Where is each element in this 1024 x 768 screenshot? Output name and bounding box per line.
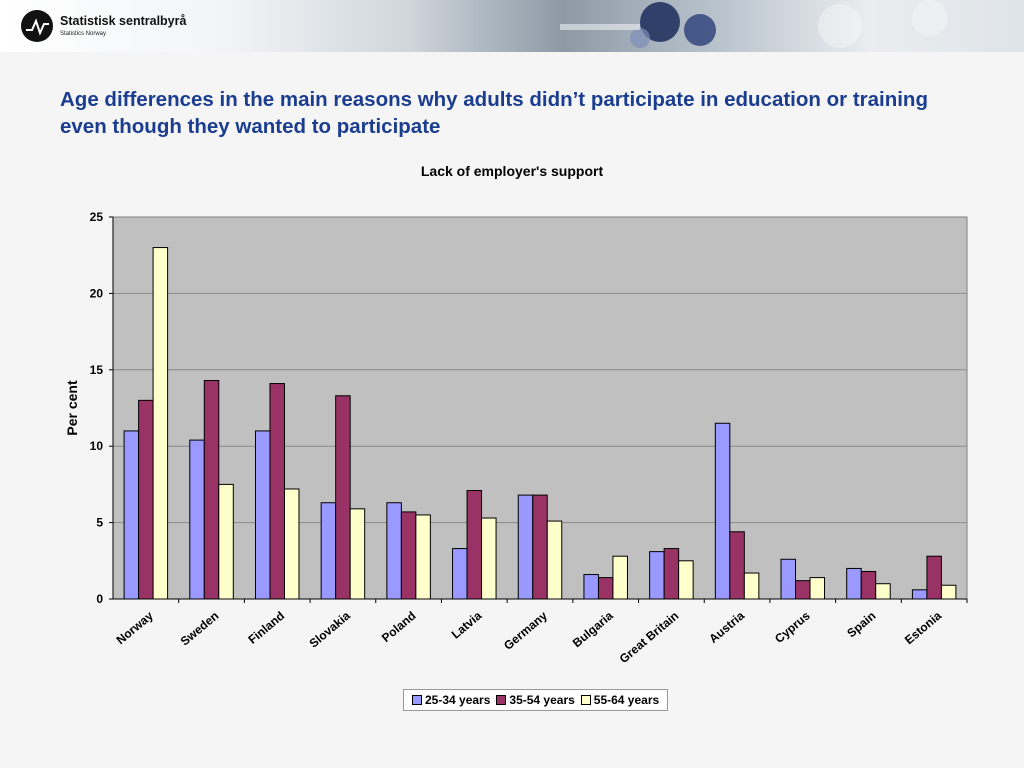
bar-chart: 0 5 10 15 20 25 Per cent Norway Sweden Finland Slo… xyxy=(64,210,968,666)
legend-item: 35-54 years xyxy=(496,693,575,707)
bar-2 xyxy=(138,399,154,600)
bar-3 xyxy=(743,572,760,600)
bar-3 xyxy=(875,583,891,600)
y-tick-label: 0 xyxy=(96,592,103,606)
bar-1 xyxy=(189,439,205,600)
org-name: Statistisk sentralbyrå xyxy=(60,14,187,29)
bar-1 xyxy=(320,502,337,600)
bar-3 xyxy=(612,555,628,600)
legend-swatch xyxy=(580,695,591,705)
legend-swatch xyxy=(412,695,422,705)
x-category-label: Latvia xyxy=(449,608,485,641)
y-axis-label: Per cent xyxy=(64,380,80,436)
bar-3 xyxy=(809,577,826,600)
x-category-label: Germany xyxy=(501,608,550,652)
x-category-label: Finland xyxy=(245,609,287,647)
bar-2 xyxy=(203,379,220,600)
legend-item: 25-34 years xyxy=(412,693,490,707)
bar-3 xyxy=(678,560,694,600)
legend-label: 35-54 years xyxy=(509,693,575,707)
bar-1 xyxy=(452,548,468,600)
x-category-label: Norway xyxy=(114,608,156,647)
bar-2 xyxy=(597,577,614,600)
x-category-label: Cyprus xyxy=(772,608,813,646)
org-subtitle: Statistics Norway xyxy=(60,30,107,37)
bar-3 xyxy=(283,488,300,600)
bar-3 xyxy=(481,517,497,600)
x-category-label: Great Britain xyxy=(617,609,682,666)
y-tick-label: 20 xyxy=(90,286,104,300)
bar-1 xyxy=(846,567,862,600)
bar-3 xyxy=(349,508,366,600)
banner-decoration xyxy=(560,0,948,48)
bar-2 xyxy=(335,395,351,600)
x-category-label: Spain xyxy=(844,609,878,641)
bar-2 xyxy=(269,383,285,600)
chart-legend: 25-34 years 35-54 years 55-64 years xyxy=(403,689,669,711)
bar-1 xyxy=(123,430,140,600)
y-tick-label: 10 xyxy=(90,439,104,453)
bar-2 xyxy=(663,548,680,600)
bar-3 xyxy=(152,247,169,600)
bar-1 xyxy=(714,422,731,600)
bar-3 xyxy=(415,514,431,600)
bar-3 xyxy=(940,584,957,600)
bar-2 xyxy=(466,490,483,600)
x-category-label: Estonia xyxy=(902,608,944,647)
bar-1 xyxy=(911,589,928,600)
bar-1 xyxy=(780,558,797,600)
x-category-label: Austria xyxy=(706,608,747,646)
x-category-label: Slovakia xyxy=(307,608,354,650)
bar-1 xyxy=(649,551,665,600)
header-banner: Statistisk sentralbyrå Statistics Norway xyxy=(0,0,1024,52)
bar-3 xyxy=(546,520,563,600)
slide-title: Age differences in the main reasons why … xyxy=(60,88,928,138)
y-tick-label: 5 xyxy=(96,516,103,530)
x-category-label: Sweden xyxy=(178,609,222,649)
ssb-logo-icon xyxy=(21,10,53,42)
x-category-label: Poland xyxy=(379,609,419,645)
y-tick-label: 15 xyxy=(90,363,104,377)
x-category-label: Bulgaria xyxy=(570,608,616,650)
bar-2 xyxy=(532,494,548,600)
legend-label: 25-34 years xyxy=(425,693,491,707)
bar-2 xyxy=(860,570,877,600)
legend-label: 55-64 years xyxy=(593,693,660,707)
bar-1 xyxy=(517,494,534,600)
legend-swatch xyxy=(496,695,507,705)
bar-3 xyxy=(218,483,234,600)
y-tick-label: 25 xyxy=(90,210,104,224)
bar-1 xyxy=(583,574,599,600)
bar-1 xyxy=(254,430,271,600)
bar-2 xyxy=(795,580,811,600)
ssb-logo: Statistisk sentralbyrå Statistics Norway xyxy=(20,9,186,43)
chart-title: Lack of employer's support xyxy=(420,163,604,179)
bar-1 xyxy=(386,502,402,600)
bar-2 xyxy=(729,531,745,600)
legend-item: 55-64 years xyxy=(580,693,660,707)
bar-2 xyxy=(400,511,417,600)
bar-2 xyxy=(926,555,942,600)
